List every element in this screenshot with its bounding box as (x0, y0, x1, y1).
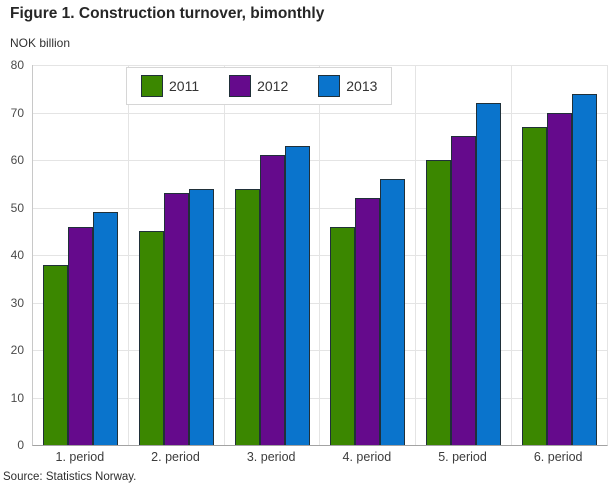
legend-swatch-2013 (318, 75, 341, 97)
bar-2011-period-5 (426, 160, 452, 445)
bar-2013-period-2 (188, 188, 214, 445)
x-axis-label-4: 4. period (342, 450, 392, 464)
bar-group-4 (320, 65, 417, 445)
x-axis-label-1: 1. period (55, 450, 105, 464)
bar-2012-period-3 (259, 155, 285, 445)
source-note: Source: Statistics Norway. (3, 471, 137, 483)
chart-title: Figure 1. Construction turnover, bimonth… (10, 5, 325, 22)
y-tick-label-70: 70 (10, 105, 24, 120)
bar-2011-period-1 (42, 264, 68, 445)
y-axis-tick-labels: 0 10 20 30 40 50 60 70 80 (0, 58, 27, 452)
x-axis-label-6: 6. period (533, 450, 583, 464)
x-axis-labels: 1. period 2. period 3. period 4. period 5. p… (32, 450, 606, 464)
x-axis-label-2: 2. period (151, 450, 200, 464)
legend-item-2012[interactable]: 2012 (229, 75, 288, 97)
y-tick-label-30: 30 (10, 295, 24, 310)
bar-2013-period-4 (380, 179, 406, 445)
bar-group-3 (225, 65, 321, 445)
y-tick-label-10: 10 (10, 390, 24, 405)
legend-label-2011: 2011 (169, 78, 200, 94)
bar-group-1 (33, 65, 129, 445)
legend-label-2013: 2013 (346, 78, 378, 94)
bar-2012-period-4 (355, 198, 381, 445)
y-tick-label-20: 20 (10, 343, 24, 357)
bar-group-6 (512, 65, 607, 445)
bar-2012-period-2 (163, 193, 189, 445)
bar-2012-period-6 (547, 112, 573, 445)
y-axis-unit-label: NOK billion (10, 36, 71, 50)
legend: 2011 2012 2013 (126, 67, 393, 105)
legend-swatch-2012 (229, 75, 252, 97)
bar-groups (33, 65, 607, 445)
bar-group-2 (129, 65, 225, 445)
bar-2012-period-1 (67, 226, 93, 445)
y-tick-label-60: 60 (10, 153, 24, 167)
legend-item-2011[interactable]: 2011 (141, 75, 199, 97)
legend-item-2013[interactable]: 2013 (318, 75, 377, 97)
bar-2013-period-1 (92, 212, 118, 445)
legend-swatch-2011 (141, 75, 163, 97)
y-tick-label-80: 80 (10, 58, 24, 72)
bar-2012-period-5 (451, 136, 477, 445)
bar-2013-period-3 (284, 145, 310, 445)
bar-group-5 (416, 65, 513, 445)
y-tick-label-40: 40 (10, 248, 24, 262)
bar-2013-period-6 (572, 93, 598, 445)
bar-2011-period-6 (522, 126, 548, 445)
plot-area (32, 65, 608, 446)
x-axis-label-5: 5. period (438, 450, 487, 464)
legend-label-2012: 2012 (257, 78, 289, 94)
bar-2011-period-3 (234, 188, 260, 445)
bar-2013-period-5 (476, 103, 502, 445)
bar-2011-period-4 (330, 226, 356, 445)
y-tick-label-50: 50 (10, 200, 24, 215)
bar-2011-period-2 (138, 231, 164, 445)
x-axis-label-3: 3. period (246, 450, 296, 464)
y-tick-label-0: 0 (17, 438, 24, 452)
